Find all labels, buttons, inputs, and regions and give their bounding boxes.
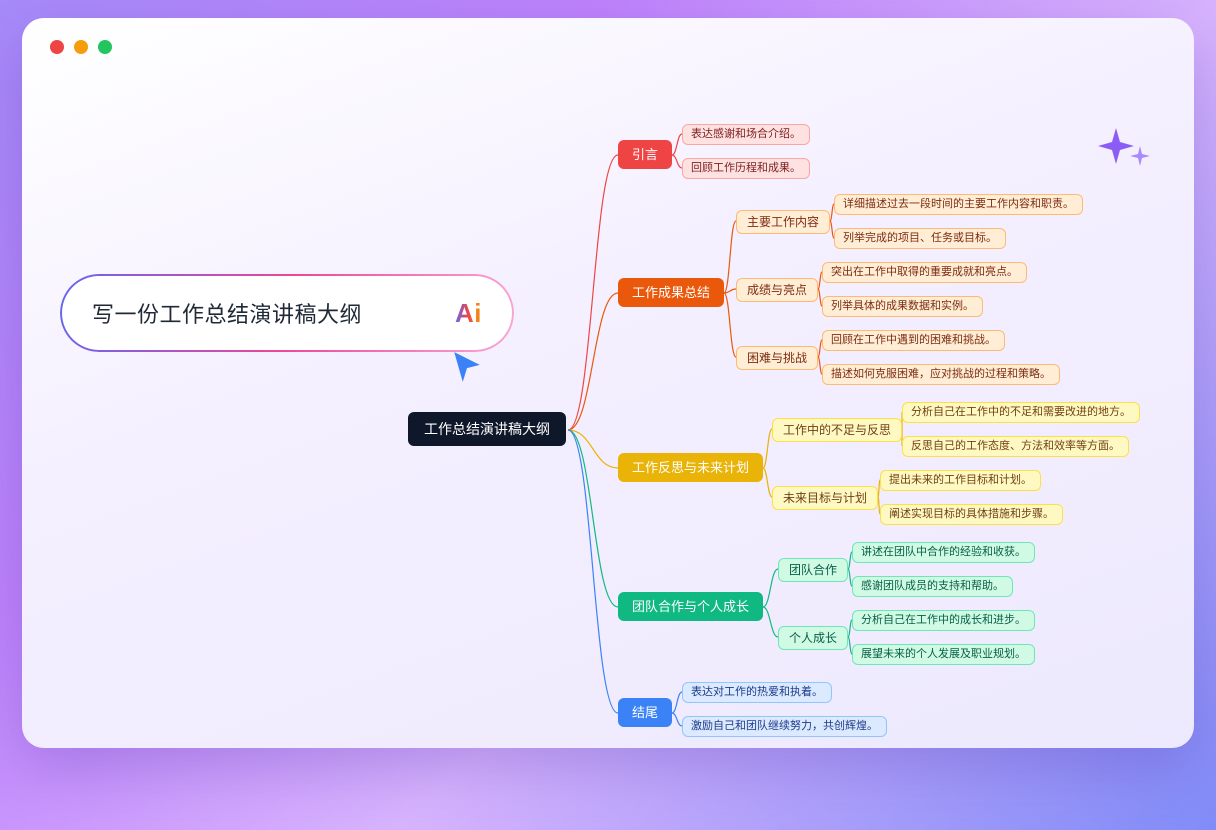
mindmap-branch[interactable]: 引言: [618, 140, 672, 169]
mindmap-subtopic[interactable]: 未来目标与计划: [772, 486, 878, 510]
mindmap-subtopic[interactable]: 团队合作: [778, 558, 848, 582]
mindmap-leaf[interactable]: 列举具体的成果数据和实例。: [822, 296, 983, 317]
prompt-text: 写一份工作总结演讲稿大纲: [92, 297, 362, 329]
mindmap-subtopic[interactable]: 个人成长: [778, 626, 848, 650]
mindmap-leaf[interactable]: 回顾工作历程和成果。: [682, 158, 810, 179]
mindmap-subtopic[interactable]: 成绩与亮点: [736, 278, 818, 302]
mindmap-leaf[interactable]: 详细描述过去一段时间的主要工作内容和职责。: [834, 194, 1083, 215]
app-window: 写一份工作总结演讲稿大纲 Ai 工作总结演讲稿大纲引言表达感谢和场合介绍。回顾工…: [22, 18, 1194, 748]
maximize-dot[interactable]: [98, 40, 112, 54]
mindmap-leaf[interactable]: 讲述在团队中合作的经验和收获。: [852, 542, 1035, 563]
mindmap-leaf[interactable]: 回顾在工作中遇到的困难和挑战。: [822, 330, 1005, 351]
mindmap-leaf[interactable]: 阐述实现目标的具体措施和步骤。: [880, 504, 1063, 525]
mindmap-subtopic[interactable]: 工作中的不足与反思: [772, 418, 902, 442]
mindmap-leaf[interactable]: 表达对工作的热爱和执着。: [682, 682, 832, 703]
mindmap-leaf[interactable]: 提出未来的工作目标和计划。: [880, 470, 1041, 491]
mindmap-leaf[interactable]: 展望未来的个人发展及职业规划。: [852, 644, 1035, 665]
mindmap-leaf[interactable]: 反思自己的工作态度、方法和效率等方面。: [902, 436, 1129, 457]
mindmap-leaf[interactable]: 突出在工作中取得的重要成就和亮点。: [822, 262, 1027, 283]
mindmap-leaf[interactable]: 描述如何克服困难，应对挑战的过程和策略。: [822, 364, 1060, 385]
mindmap-branch[interactable]: 工作成果总结: [618, 278, 724, 307]
mindmap-subtopic[interactable]: 困难与挑战: [736, 346, 818, 370]
mindmap-branch[interactable]: 团队合作与个人成长: [618, 592, 763, 621]
mindmap-root[interactable]: 工作总结演讲稿大纲: [408, 412, 566, 446]
mindmap-leaf[interactable]: 激励自己和团队继续努力，共创辉煌。: [682, 716, 887, 737]
close-dot[interactable]: [50, 40, 64, 54]
mindmap-leaf[interactable]: 表达感谢和场合介绍。: [682, 124, 810, 145]
minimize-dot[interactable]: [74, 40, 88, 54]
mindmap-branch[interactable]: 结尾: [618, 698, 672, 727]
mindmap-leaf[interactable]: 分析自己在工作中的不足和需要改进的地方。: [902, 402, 1140, 423]
window-traffic-lights: [50, 40, 112, 54]
mindmap-leaf[interactable]: 感谢团队成员的支持和帮助。: [852, 576, 1013, 597]
mindmap-subtopic[interactable]: 主要工作内容: [736, 210, 830, 234]
mindmap-leaf[interactable]: 分析自己在工作中的成长和进步。: [852, 610, 1035, 631]
mindmap-branch[interactable]: 工作反思与未来计划: [618, 453, 763, 482]
mindmap: 工作总结演讲稿大纲 引言表达感谢和场合介绍。回顾工作历程和成果。工作成果总结 主要工…: [400, 98, 1180, 738]
mindmap-leaf[interactable]: 列举完成的项目、任务或目标。: [834, 228, 1006, 249]
